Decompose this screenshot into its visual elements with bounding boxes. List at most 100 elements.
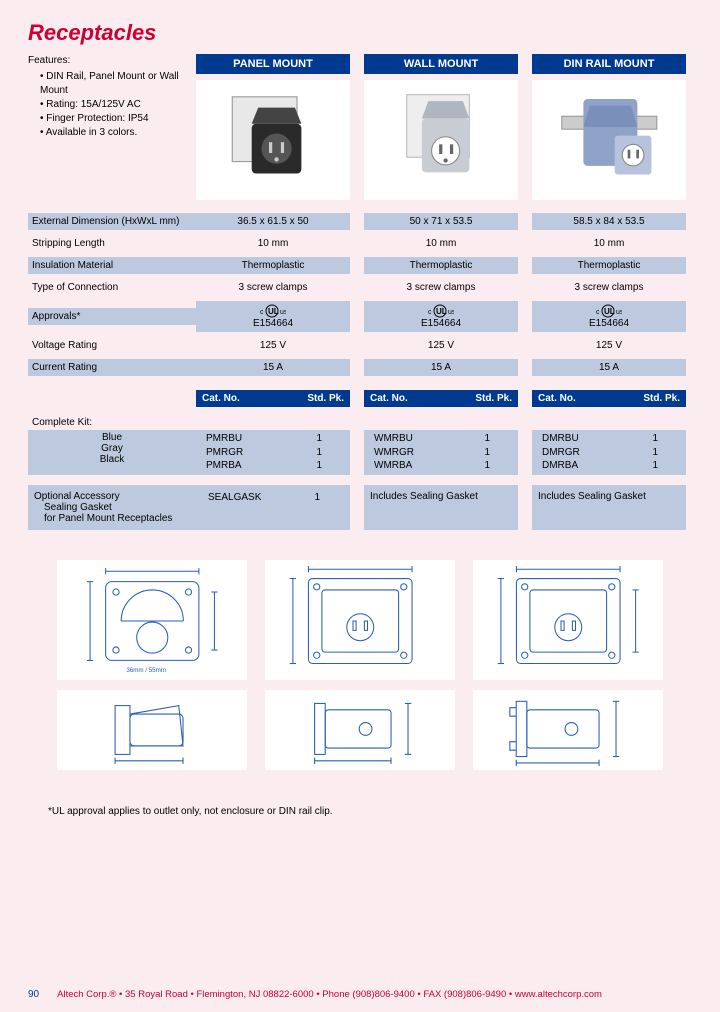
ul-mark-icon: c ULus (260, 304, 286, 318)
feature-item: DIN Rail, Panel Mount or Wall Mount (40, 70, 182, 98)
approval-number: E154664 (253, 318, 293, 329)
svg-text:us: us (280, 309, 286, 316)
qty: 1 (314, 491, 320, 505)
page-title: Receptacles (28, 20, 692, 46)
spec-val: 125 V (364, 337, 518, 354)
spec-val: 3 screw clamps (532, 279, 686, 296)
spec-row: External Dimension (HxWxL mm) 36.5 x 61.… (28, 210, 692, 232)
footer-text: Altech Corp.® • 35 Royal Road • Flemingt… (57, 989, 602, 1000)
accessory-dm: Includes Sealing Gasket (532, 485, 686, 530)
spec-val: 125 V (532, 337, 686, 354)
ul-mark-icon: cULus (596, 304, 622, 318)
accessory-label: Optional Accessory Sealing Gasket for Pa… (28, 485, 196, 530)
spec-row: Type of Connection 3 screw clamps 3 scre… (28, 276, 692, 298)
ul-mark-icon: cULus (428, 304, 454, 318)
qty: 1 (484, 459, 490, 473)
product-image-panel (196, 80, 350, 200)
svg-text:c: c (596, 309, 600, 316)
part-no: DMRBU (542, 432, 579, 446)
footnote: *UL approval applies to outlet only, not… (48, 806, 692, 817)
spec-val: cULus E154664 (532, 301, 686, 332)
kit-wm-cell: WMRBU1 WMRGR1 WMRBA1 (364, 430, 518, 475)
qty: 1 (316, 446, 322, 460)
part-no: WMRGR (374, 446, 414, 460)
spec-val: c ULus E154664 (196, 301, 350, 332)
kit-block: Complete Kit: Blue Gray Black PMRBU1 PMR… (28, 415, 692, 475)
spec-val: cULus E154664 (364, 301, 518, 332)
spec-val: 3 screw clamps (196, 279, 350, 296)
std-pk-label: Std. Pk. (475, 393, 512, 404)
spec-val: 10 mm (364, 235, 518, 252)
col-panel-mount: PANEL MOUNT (196, 54, 350, 200)
part-no: WMRBA (374, 459, 412, 473)
kit-dm-cell: DMRBU1 DMRGR1 DMRBA1 (532, 430, 686, 475)
cat-header-cell: Cat. No. Std. Pk. (364, 390, 518, 407)
spec-row: Insulation Material Thermoplastic Thermo… (28, 254, 692, 276)
svg-text:us: us (448, 309, 454, 316)
part-no: DMRBA (542, 459, 578, 473)
spec-val: 50 x 71 x 53.5 (364, 213, 518, 230)
part-no: PMRBU (206, 432, 242, 446)
cat-header-cell: Cat. No.Std. Pk. (532, 390, 686, 407)
qty: 1 (316, 459, 322, 473)
receptacle-icon (540, 86, 679, 194)
approval-number: E154664 (421, 318, 461, 329)
spec-val: 125 V (196, 337, 350, 354)
receptacle-icon (204, 86, 343, 194)
spec-row: Current Rating 15 A 15 A 15 A (28, 356, 692, 378)
approval-number: E154664 (589, 318, 629, 329)
spec-row-approvals: Approvals* cULus E154664 cULus E154664 c… (28, 298, 692, 334)
spec-label: External Dimension (HxWxL mm) (28, 213, 196, 230)
drawing-din-mount (473, 560, 663, 780)
drawing-front-icon (473, 560, 663, 680)
spec-row: Voltage Rating 125 V 125 V 125 V (28, 334, 692, 356)
product-image-din (532, 80, 686, 200)
spec-val: 36.5 x 61.5 x 50 (196, 213, 350, 230)
cat-header-cell: Cat. No.Std. Pk. (196, 390, 350, 407)
part-no: PMRBA (206, 459, 242, 473)
kit-grid: Blue Gray Black PMRBU1 PMRGR1 PMRBA1 WMR… (28, 430, 692, 475)
spec-val: 15 A (532, 359, 686, 376)
svg-text:36mm / 55mm: 36mm / 55mm (126, 666, 166, 673)
svg-text:c: c (260, 309, 264, 316)
drawing-front-icon (265, 560, 455, 680)
qty: 1 (652, 432, 658, 446)
spec-label: Voltage Rating (28, 337, 196, 354)
spec-val: 58.5 x 84 x 53.5 (532, 213, 686, 230)
accessory-row: Optional Accessory Sealing Gasket for Pa… (28, 485, 692, 530)
part-no: PMRGR (206, 446, 243, 460)
col-din-mount: DIN RAIL MOUNT (532, 54, 686, 200)
receptacle-icon (372, 86, 511, 194)
spec-val: 3 screw clamps (364, 279, 518, 296)
drawing-side-icon (265, 690, 455, 770)
drawings-row: 36mm / 55mm (28, 560, 692, 780)
col-wall-mount: WALL MOUNT (364, 54, 518, 200)
features-block: Features: DIN Rail, Panel Mount or Wall … (28, 54, 182, 200)
spec-val: Thermoplastic (364, 257, 518, 274)
spec-label: Insulation Material (28, 257, 196, 274)
part-no: WMRBU (374, 432, 413, 446)
feature-item: Available in 3 colors. (40, 126, 182, 140)
kit-color: Gray (32, 443, 192, 454)
page-root: Receptacles Features: DIN Rail, Panel Mo… (0, 0, 720, 817)
page-number: 90 (28, 989, 39, 1000)
drawing-panel-mount: 36mm / 55mm (57, 560, 247, 780)
feature-item: Rating: 15A/125V AC (40, 98, 182, 112)
spec-label: Current Rating (28, 359, 196, 376)
kit-pm-cell: PMRBU1 PMRGR1 PMRBA1 (196, 430, 350, 475)
spec-label: Stripping Length (28, 235, 196, 252)
features-label: Features: (28, 54, 182, 68)
col-header-din: DIN RAIL MOUNT (532, 54, 686, 74)
spec-label: Type of Connection (28, 279, 196, 296)
cat-no-label: Cat. No. (538, 393, 576, 404)
cat-no-label: Cat. No. (370, 393, 408, 404)
features-list: DIN Rail, Panel Mount or Wall Mount Rati… (28, 70, 182, 140)
part-no: DMRGR (542, 446, 580, 460)
cat-no-label: Cat. No. (202, 393, 240, 404)
qty: 1 (484, 432, 490, 446)
svg-text:UL: UL (268, 307, 279, 316)
svg-text:UL: UL (436, 307, 447, 316)
spec-val: 15 A (196, 359, 350, 376)
spec-val: Thermoplastic (196, 257, 350, 274)
product-columns: PANEL MOUNT WALL MOUNT (196, 54, 686, 200)
